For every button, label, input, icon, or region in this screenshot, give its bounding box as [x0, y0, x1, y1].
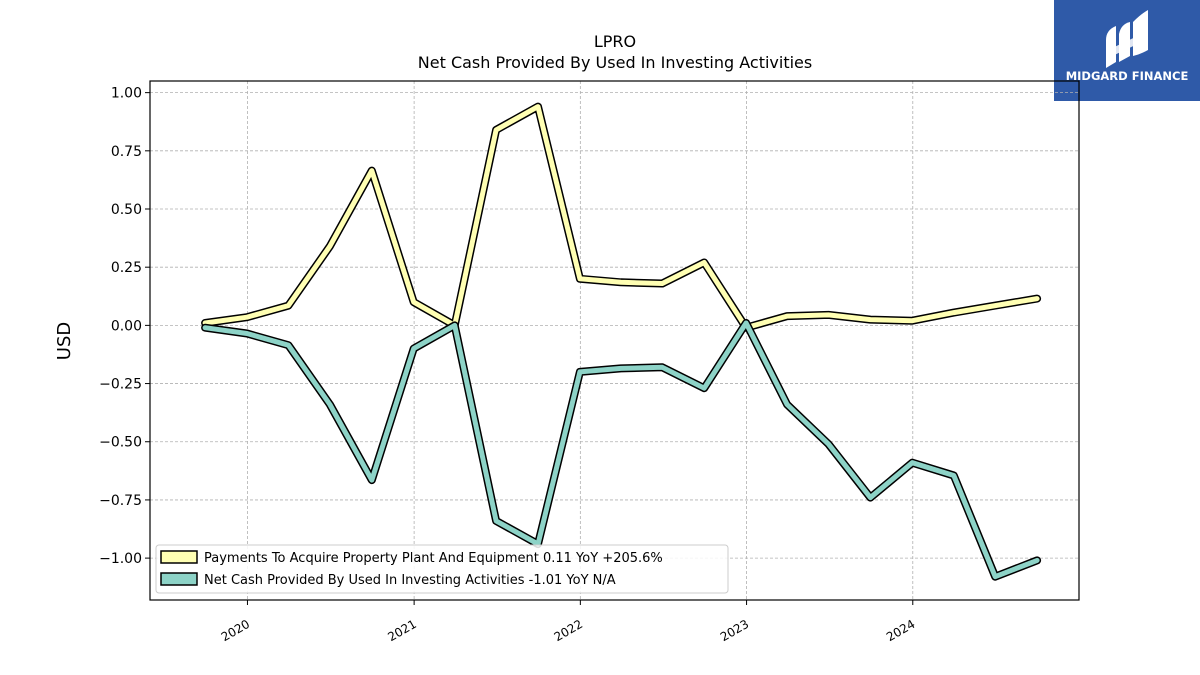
series-outline-payments — [201, 102, 1042, 332]
y-tick-label: 0.75 — [111, 144, 142, 160]
x-tick-label: 2021 — [385, 617, 418, 644]
grid — [150, 81, 1079, 600]
chart-title: LPRO — [594, 32, 636, 51]
chart-subtitle: Net Cash Provided By Used In Investing A… — [418, 53, 812, 72]
legend-box — [155, 544, 729, 594]
y-tick-label: 0.00 — [111, 318, 142, 334]
x-tick-label: 2023 — [718, 617, 751, 644]
x-axis: 2020 2021 2022 2023 2024 — [219, 600, 918, 644]
y-tick-label: 1.00 — [111, 86, 142, 102]
logo-text: MIDGARD FINANCE — [1066, 69, 1189, 83]
legend: Payments To Acquire Property Plant And E… — [155, 544, 729, 594]
y-tick-label: −0.75 — [99, 493, 142, 509]
y-tick-label: −1.00 — [99, 551, 142, 567]
series-line-payments — [202, 104, 1040, 331]
legend-swatch-net-cash — [160, 572, 198, 586]
y-axis-label: USD — [54, 322, 75, 360]
logo: MIDGARD FINANCE — [1054, 0, 1200, 101]
y-tick-label: −0.50 — [99, 435, 142, 451]
legend-swatch-payments — [160, 550, 198, 564]
x-tick-label: 2022 — [552, 617, 585, 644]
series-line-net-cash — [202, 320, 1040, 580]
y-tick-label: 0.25 — [111, 260, 142, 276]
logo-mark-icon — [1106, 10, 1148, 68]
plot-frame — [149, 80, 1080, 601]
y-tick-label: −0.25 — [99, 377, 142, 393]
legend-label-net-cash: Net Cash Provided By Used In Investing A… — [204, 573, 616, 588]
x-tick-label: 2024 — [884, 617, 917, 644]
series-outline-net-cash — [201, 319, 1042, 581]
y-axis: 1.00 0.75 0.50 0.25 0.00 −0.25 −0.50 −0.75 −1.00 — [99, 86, 150, 567]
series-layer — [201, 102, 1042, 581]
x-tick-label: 2020 — [219, 617, 252, 644]
legend-label-payments: Payments To Acquire Property Plant And E… — [204, 551, 663, 566]
y-tick-label: 0.50 — [111, 202, 142, 218]
